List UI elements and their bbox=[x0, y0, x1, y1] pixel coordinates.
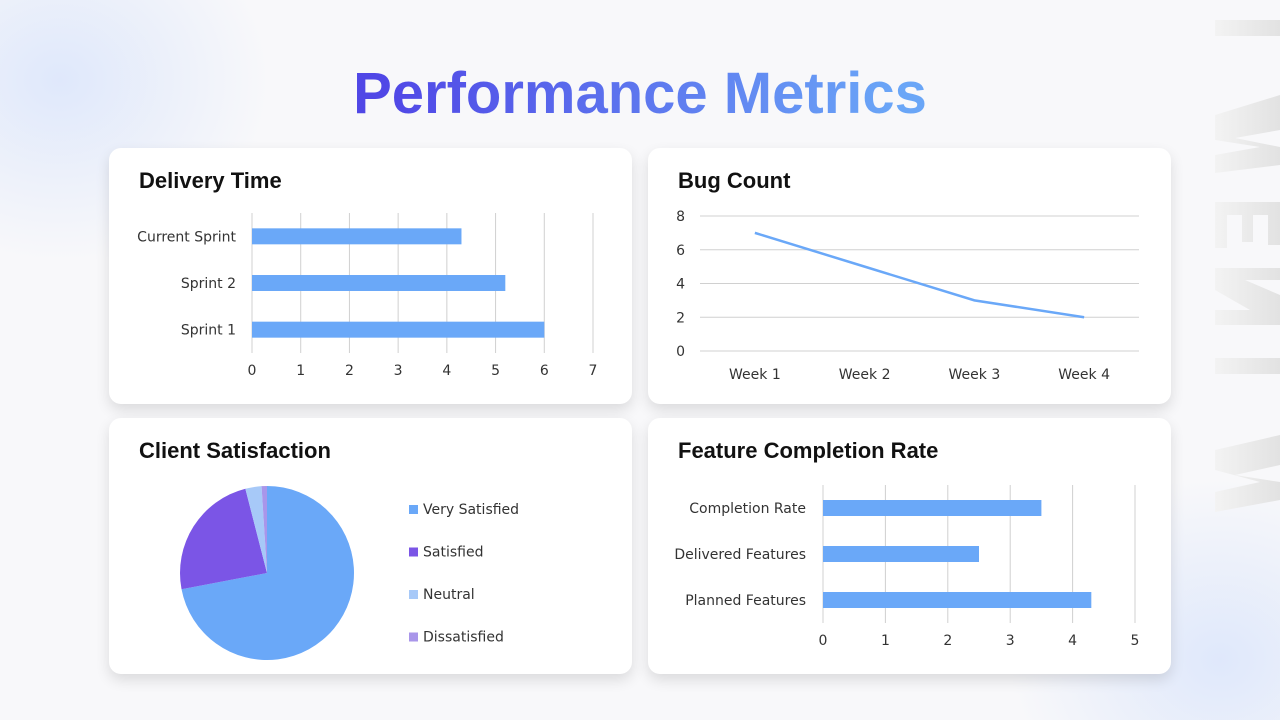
tick-label: 5 bbox=[1131, 633, 1140, 649]
tick-label: 0 bbox=[819, 633, 828, 649]
category-label: Week 1 bbox=[729, 367, 781, 383]
legend-label: Dissatisfied bbox=[423, 630, 504, 646]
series-line bbox=[754, 231, 1085, 319]
bar bbox=[823, 500, 1042, 516]
tick-label: 4 bbox=[442, 363, 451, 379]
category-label: Week 2 bbox=[839, 367, 891, 383]
bar bbox=[252, 275, 506, 291]
legend-swatch bbox=[409, 505, 418, 514]
category-label: Week 4 bbox=[1058, 367, 1110, 383]
delivery-time-chart: 0 1 2 3 4 5 6 7 Current Sprint Sprint 2 Sprint 1 bbox=[137, 213, 598, 379]
tick-label: 6 bbox=[676, 243, 685, 259]
chart-title: Feature Completion Rate bbox=[678, 438, 939, 463]
bug-count-chart: 0 2 4 6 8 Week 1 Week 2 Week 3 Week 4 bbox=[676, 209, 1139, 383]
category-label: Delivered Features bbox=[674, 547, 806, 563]
bug-count-card: Bug Count 0 2 4 6 8 Week 1 Week 2 Week 3 Week 4 bbox=[648, 148, 1171, 404]
legend-label: Neutral bbox=[423, 587, 475, 603]
legend-swatch bbox=[409, 547, 418, 557]
legend-swatch bbox=[409, 632, 418, 642]
pie-slice bbox=[180, 488, 267, 590]
tick-label: 2 bbox=[943, 633, 952, 649]
tick-label: 5 bbox=[491, 363, 500, 379]
chart-title: Delivery Time bbox=[139, 168, 282, 193]
category-label: Sprint 1 bbox=[181, 323, 236, 339]
tick-label: 2 bbox=[345, 363, 354, 379]
bar bbox=[252, 228, 462, 245]
delivery-time-card: Delivery Time 0 1 2 3 4 5 6 7 Current Sprint Spri… bbox=[109, 148, 632, 404]
client-satisfaction-chart: Very Satisfied Satisfied Neutral Dissatisfi… bbox=[180, 486, 519, 660]
page-title: Performance Metrics bbox=[0, 60, 1280, 127]
bar bbox=[823, 546, 979, 562]
feature-completion-card: Feature Completion Rate 0 1 2 3 4 5 Completion… bbox=[648, 418, 1171, 674]
legend-swatch bbox=[409, 590, 418, 599]
tick-label: 6 bbox=[540, 363, 549, 379]
tick-label: 8 bbox=[676, 209, 685, 225]
tick-label: 1 bbox=[296, 363, 305, 379]
tick-label: 7 bbox=[589, 363, 598, 379]
category-label: Sprint 2 bbox=[181, 276, 236, 292]
client-satisfaction-card: Client Satisfaction Very Satisfied Satisf… bbox=[109, 418, 632, 674]
watermark-decoration bbox=[1215, 20, 1280, 720]
chart-title: Bug Count bbox=[678, 168, 791, 193]
tick-label: 3 bbox=[1006, 633, 1015, 649]
category-label: Current Sprint bbox=[137, 229, 236, 245]
category-label: Planned Features bbox=[685, 593, 806, 609]
pie-slice bbox=[181, 486, 354, 660]
tick-label: 4 bbox=[676, 277, 685, 293]
category-label: Week 3 bbox=[949, 367, 1001, 383]
category-label: Completion Rate bbox=[689, 501, 806, 517]
tick-label: 4 bbox=[1068, 633, 1077, 649]
legend-label: Very Satisfied bbox=[423, 502, 519, 518]
tick-label: 1 bbox=[881, 633, 890, 649]
tick-label: 2 bbox=[676, 310, 685, 326]
pie-slice bbox=[261, 486, 267, 573]
feature-completion-chart: 0 1 2 3 4 5 Completion Rate Delivered Features P… bbox=[674, 485, 1140, 649]
tick-label: 0 bbox=[248, 363, 257, 379]
bar bbox=[252, 321, 545, 338]
tick-label: 0 bbox=[676, 344, 685, 360]
chart-title: Client Satisfaction bbox=[139, 438, 331, 463]
tick-label: 3 bbox=[394, 363, 403, 379]
pie-slice bbox=[245, 486, 267, 573]
legend-label: Satisfied bbox=[423, 545, 483, 561]
bar bbox=[823, 592, 1092, 608]
